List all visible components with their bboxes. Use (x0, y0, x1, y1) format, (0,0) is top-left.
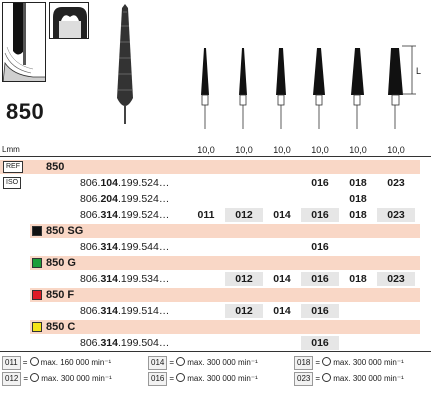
table-row: 806.314.199.544… 016 (0, 240, 431, 254)
speed-legend: 012 = max. 300 000 min⁻¹ 016 = max. 300 00… (0, 372, 431, 386)
length-value: 10,0 (235, 145, 253, 155)
article-code: 806.314.199.544… (80, 241, 170, 253)
speed-legend: 011 = max. 160 000 min⁻¹ 014 = max. 300 00… (0, 356, 431, 370)
size-cell: 016 (311, 273, 329, 285)
size-cell: 011 (197, 209, 215, 221)
cell-shade (301, 272, 339, 286)
size-cell: 016 (311, 305, 329, 317)
size-cell: 012 (235, 209, 253, 221)
table-row: 806.204.199.524… 018 (0, 192, 431, 206)
group-name: 850 SG (46, 225, 84, 237)
size-cell: 016 (311, 241, 329, 253)
size-cell: 016 (311, 177, 329, 189)
size-cell: 018 (349, 177, 367, 189)
cell-shade (301, 208, 339, 222)
group-header: 850 SG (0, 224, 431, 238)
size-cell: 012 (235, 305, 253, 317)
size-cell: 016 (311, 337, 329, 349)
size-cell: 023 (387, 177, 405, 189)
rotation-icon (176, 357, 186, 366)
rotation-icon (322, 357, 332, 366)
length-value: 10,0 (349, 145, 367, 155)
model-number: 850 (6, 99, 45, 124)
article-code: 806.314.199.514… (80, 305, 170, 317)
color-swatch (32, 322, 42, 332)
legend-item: 023 = max. 300 000 min⁻¹ (294, 372, 404, 386)
group-header: 850 F (0, 288, 431, 302)
size-cell: 016 (311, 209, 329, 221)
size-cell: 018 (349, 209, 367, 221)
color-swatch (32, 226, 42, 236)
length-value: 10,0 (273, 145, 291, 155)
legend-item: 016 = max. 300 000 min⁻¹ (148, 372, 258, 386)
group-header: 850 C (0, 320, 431, 334)
legend-item: 012 = max. 300 000 min⁻¹ (2, 372, 112, 386)
group-band (30, 288, 420, 302)
article-code: 806.314.199.504… (80, 337, 170, 349)
legend-item: 014 = max. 300 000 min⁻¹ (148, 356, 258, 370)
cell-shade (301, 304, 339, 318)
size-cell: 014 (273, 305, 291, 317)
cell-shade (225, 304, 263, 318)
rotation-icon (176, 373, 186, 382)
size-cell: 018 (349, 193, 367, 205)
length-label: L (416, 66, 422, 76)
size-cell: 014 (273, 209, 291, 221)
group-band (30, 320, 420, 334)
bur-icon (185, 45, 425, 134)
cell-shade (301, 336, 339, 350)
size-cell: 018 (349, 273, 367, 285)
group-name: 850 F (46, 289, 75, 301)
ref-row: REF 850 (0, 160, 431, 174)
size-cell: 023 (387, 209, 405, 221)
legend-item: 011 = max. 160 000 min⁻¹ (2, 356, 111, 370)
iso-label: ISO (3, 177, 22, 189)
length-unit-label: Lmm (2, 145, 20, 154)
rotation-icon (30, 373, 40, 382)
cell-shade (225, 208, 263, 222)
group-name: 850 C (46, 321, 76, 333)
color-swatch (32, 258, 42, 268)
divider (0, 156, 431, 157)
length-value: 10,0 (197, 145, 215, 155)
size-cell: 014 (273, 273, 291, 285)
long-bur-icon (111, 2, 139, 133)
legend-item: 018 = max. 300 000 min⁻¹ (294, 356, 404, 370)
article-code: 806.104.199.524… (80, 177, 170, 189)
rotation-icon (29, 357, 39, 366)
size-cell: 012 (235, 273, 253, 285)
table-row: 806.314.199.514… 012 014 016 (0, 304, 431, 318)
article-code: 806.314.199.524… (80, 209, 170, 221)
article-code: 806.204.199.524… (80, 193, 170, 205)
table-row: 806.314.199.524… 011 012 014 016 018 023 (0, 208, 431, 222)
length-value: 10,0 (311, 145, 329, 155)
ref-label: REF (3, 161, 23, 173)
rotation-icon (322, 373, 332, 382)
length-value: 10,0 (387, 145, 405, 155)
cross-section-icon (2, 2, 46, 82)
divider (0, 351, 431, 352)
group-header: 850 G (0, 256, 431, 270)
ref-value: 850 (46, 161, 65, 173)
cell-shade (225, 272, 263, 286)
color-swatch (32, 290, 42, 300)
group-name: 850 G (46, 257, 76, 269)
table-row: 806.314.199.534… 012 014 016 018 023 (0, 272, 431, 286)
cell-shade (377, 208, 415, 222)
group-band (30, 256, 420, 270)
ref-band (0, 160, 420, 174)
size-cell: 023 (387, 273, 405, 285)
tooth-prep-icon (49, 2, 89, 39)
length-dimension-icon (400, 45, 420, 100)
table-row: 806.314.199.504… 016 (0, 336, 431, 350)
cell-shade (377, 272, 415, 286)
article-code: 806.314.199.534… (80, 273, 170, 285)
group-band (30, 224, 420, 238)
table-row: ISO 806.104.199.524… 016 018 023 (0, 176, 431, 190)
